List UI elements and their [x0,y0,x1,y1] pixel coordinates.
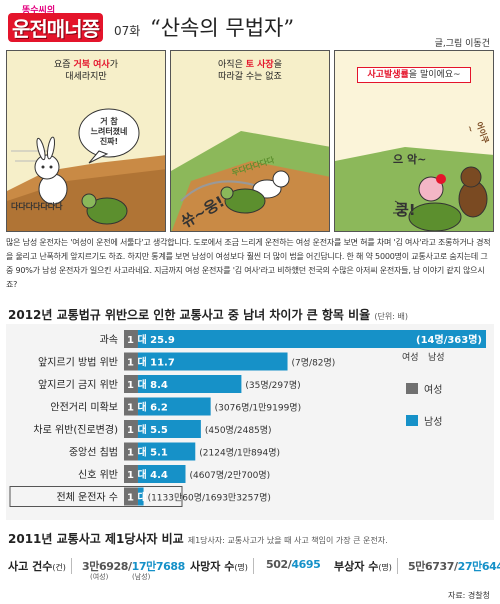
legend-item-male: 남성 [400,412,468,430]
bar-female [124,487,138,506]
author-credit: 글,그림 이동건 [434,39,490,49]
category-label: 앞지르기 금지 위반 [38,378,118,391]
data-label: 1 대 5.5 [127,423,168,436]
comic-panel-2: 아직은 토 사장을 따라갈 수는 없죠 두다다다다다 쓔~웅! [170,50,330,232]
bar-female [124,330,138,348]
count-label: (3076명/1만9199명) [215,403,301,414]
stat-accidents-label: 사고 건수(건) [8,558,72,574]
data-label: 1 대 6.2 [127,401,168,414]
comic-strip: 요즘 거북 여사가 대세라지만 거 참 느려터졌네 진짜! 다다다다다다다 아직… [6,50,494,232]
panel-2-caption: 아직은 토 사장을 따라갈 수는 없죠 [218,60,282,82]
count-label: (4607명/2만700명) [189,470,270,481]
bar-male [137,330,486,348]
panel-1-caption: 요즘 거북 여사가 대세라지만 [54,60,118,82]
stats-title: 2011년 교통사고 제1당사자 비교 제1당사자: 교통사고가 났을 때 사고 … [8,532,388,546]
category-label: 신호 위반 [78,468,118,481]
chart-legend: 여성 남성 [400,380,468,430]
logo: 운전매너쯩 [8,13,103,42]
count-header-female: 여성 [402,353,419,363]
stat-accidents-male-caption: (남성) [132,573,151,581]
episode-title: “산속의 무법자” [150,16,295,40]
bar-male [137,420,201,438]
page-header: 똥수씨의 운전매너쯩 07화 “산속의 무법자” 글,그림 이동건 [0,0,500,50]
logo-subtitle: 똥수씨의 [22,6,56,16]
source-credit: 자료: 경찰청 [447,591,490,600]
count-label: (1133만60명/1693만3257명) [148,493,271,504]
legend-swatch-male [406,415,418,426]
panel-3-sound-effect-ouch: 으 악~ [393,153,427,166]
episode-number: 07화 [114,24,141,38]
bar-female [124,465,138,483]
stat-accidents-female-caption: (여성) [90,573,109,581]
category-label: 안전거리 미확보 [50,402,118,414]
category-label: 앞지르기 방법 위반 [38,356,118,369]
stat-deaths: 사망자 수(명) 502/4695 [190,552,330,584]
panel-3-caption-box: 사고발생률을 말이에요~ [357,67,471,83]
bar-male [137,352,288,371]
count-header-male: 남성 [428,353,445,363]
panel-3-sound-effect-bang: 쿵! [395,201,416,219]
stat-injuries-value: 5만6737/27만6445 [408,560,500,573]
data-label: 1 대 8.4 [127,378,168,391]
stats-note: 제1당사자: 교통사고가 났을 때 사고 책임이 가장 큰 운전자. [187,536,388,545]
bar-chart-plot: 과속 1 대 25.9 (14명/363명) 앞지르기 방법 위반 1 대 11.7 (7… [9,330,486,507]
count-label: (2124명/1만894명) [199,448,280,459]
stat-injuries-label: 부상자 수(명) [334,558,398,574]
data-label: 1 대 5.1 [127,446,168,459]
category-label: 전체 운전자 수 [56,492,118,504]
data-label: 1 대 4.4 [127,468,168,481]
count-label: (35명/297명) [245,380,300,391]
bar-female [124,442,138,461]
panel-1-sound-effect: 다다다다다다다 [11,202,63,211]
bar-female [124,375,138,393]
comic-panel-1: 요즘 거북 여사가 대세라지만 거 참 느려터졌네 진짜! 다다다다다다다 [6,50,166,232]
bar-female [124,420,138,438]
bar-female [124,352,138,371]
stat-injuries: 부상자 수(명) 5만6737/27만6445 [334,552,500,584]
panel-1-illustration [7,51,165,231]
stat-deaths-label: 사망자 수(명) [190,558,254,574]
category-label: 중앙선 침범 [69,447,118,459]
bar-chart: 과속 1 대 25.9 (14명/363명) 앞지르기 방법 위반 1 대 11.7 (7… [6,324,494,520]
bar-male [137,397,211,416]
stats-row: 사고 건수(건) 3만6928/17만7688 (여성) (남성) 사망자 수(… [6,552,500,584]
category-label: 차로 위반(진로변경) [33,423,118,436]
bar-female [124,397,138,416]
stat-accidents: 사고 건수(건) 3만6928/17만7688 (여성) (남성) [8,552,185,584]
stat-accidents-value: 3만6928/17만7688 [82,560,185,573]
stat-deaths-value: 502/4695 [266,558,321,571]
bar-male [137,465,186,483]
bar-male [137,487,144,506]
panel-2-illustration [171,51,329,231]
legend-item-female: 여성 [400,380,468,398]
category-label: 과속 [100,334,118,346]
data-label: 1 대 25.9 [127,333,175,346]
data-label: 1 대 11.7 [127,356,175,369]
panel-1-speech-bubble: 거 참 느려터졌네 진짜! [90,117,128,146]
total-row-frame [9,486,183,507]
bar-male [137,375,242,393]
legend-swatch-female [406,383,418,394]
count-label: (450명/2485명) [205,425,272,436]
count-label: (7명/82명) [292,358,336,369]
comic-panel-3: 사고발생률을 말이에요~ 으 악~ 쿵! 어이쿠~ [334,50,494,232]
chart-title: 2012년 교통법규 위반으로 인한 교통사고 중 남녀 차이가 큰 항목 비율… [8,308,408,322]
count-label: (14명/363명) [416,333,482,346]
chart-unit: (단위: 배) [374,312,408,321]
intro-paragraph: 많은 남성 운전자는 '여성이 운전에 서툴다'고 생각합니다. 도로에서 조금… [6,238,491,289]
bar-male [137,442,196,461]
data-label: 1 대 1.4 [127,491,168,504]
